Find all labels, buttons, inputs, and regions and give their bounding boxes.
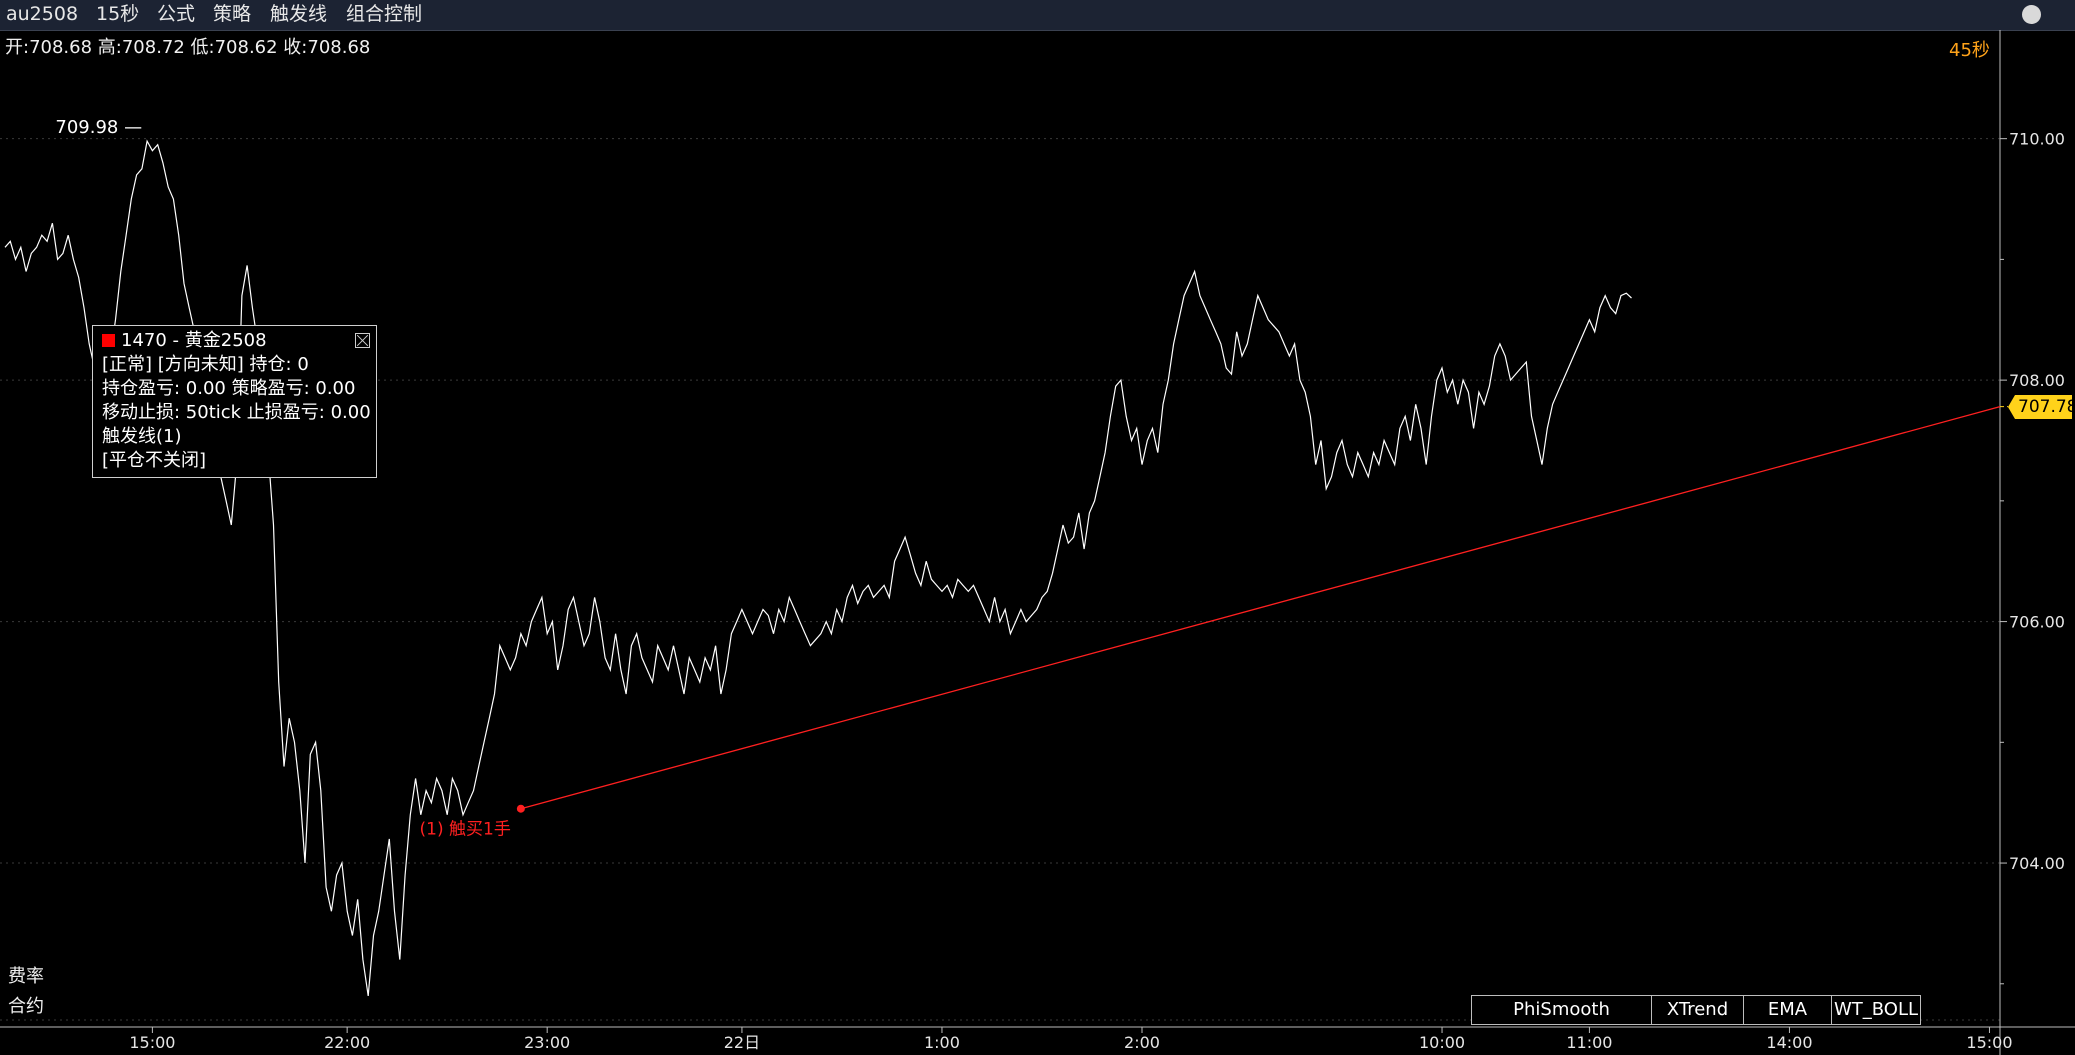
period-label: 45秒 xyxy=(1949,40,1990,61)
info-panel-line: [正常] [方向未知] 持仓: 0 xyxy=(102,354,309,375)
indicator-tab-wt-boll[interactable]: WT_BOLL xyxy=(1833,999,1919,1020)
y-tick-label: 706.00 xyxy=(2009,613,2065,632)
menu-item-formula[interactable]: 公式 xyxy=(157,3,196,25)
indicator-tab-ema[interactable]: EMA xyxy=(1744,996,1832,1024)
x-tick-label: 10:00 xyxy=(1419,1033,1465,1052)
fee-label[interactable]: 费率 xyxy=(8,966,44,987)
price-line-layer xyxy=(4,139,1632,996)
x-tick-label: 11:00 xyxy=(1566,1033,1612,1052)
ohlc-readout: 开:708.68 高:708.72 低:708.62 收:708.68 xyxy=(5,37,371,58)
info-panel-line: 移动止损: 50tick 止损盈亏: 0.00 xyxy=(102,402,371,423)
menu-item-period[interactable]: 15秒 xyxy=(96,3,140,25)
indicator-tab-phismooth[interactable]: PhiSmooth xyxy=(1472,996,1652,1024)
y-tick-label: 704.00 xyxy=(2009,854,2065,873)
chart-grid xyxy=(0,138,2000,1021)
contract-label[interactable]: 合约 xyxy=(8,996,44,1017)
menu-item-strategy[interactable]: 策略 xyxy=(213,3,252,25)
x-tick-label: 22:00 xyxy=(324,1033,370,1052)
trigger-line xyxy=(520,406,2001,810)
strategy-info-panel[interactable]: 1470 - 黄金2508 [正常] [方向未知] 持仓: 0 持仓盈亏: 0.… xyxy=(92,325,377,478)
chart-label-layer: 709.98 — (1) 触买1手 xyxy=(55,117,510,840)
high-price-marker: 709.98 — xyxy=(55,117,142,138)
x-tick-label: 23:00 xyxy=(524,1033,570,1052)
x-tick-label: 15:00 xyxy=(129,1033,175,1052)
info-panel-line: 触发线(1) xyxy=(102,426,182,447)
x-tick-label: 2:00 xyxy=(1124,1033,1160,1052)
price-series-line xyxy=(4,139,1632,996)
x-tick-label: 14:00 xyxy=(1766,1033,1812,1052)
y-tick-label: 708.00 xyxy=(2009,371,2065,390)
chart-axes: 704.00 706.00 708.00 710.00 15:00 22:00 23:00 2… xyxy=(0,30,2075,1055)
menu-bar: au2508 15秒 公式 策略 触发线 组合控制 xyxy=(0,0,2075,31)
info-panel-title-row: 1470 - 黄金2508 xyxy=(102,329,376,353)
current-price-label: 707.78 xyxy=(2018,396,2075,417)
info-panel-line: [平仓不关闭] xyxy=(102,450,207,471)
info-panel-line: 持仓盈亏: 0.00 策略盈亏: 0.00 xyxy=(102,378,356,399)
indicator-tab-xtrend[interactable]: XTrend xyxy=(1652,996,1744,1024)
x-tick-label: 15:00 xyxy=(1966,1033,2012,1052)
price-tag-arrow-icon xyxy=(2008,394,2072,419)
menu-item-contract[interactable]: au2508 xyxy=(6,3,79,25)
menu-item-combo-control[interactable]: 组合控制 xyxy=(346,3,423,25)
window-circle-button[interactable] xyxy=(2022,5,2041,24)
menu-item-trigger-line[interactable]: 触发线 xyxy=(270,3,328,25)
x-tick-label: 22日 xyxy=(724,1033,760,1052)
y-tick-label: 710.00 xyxy=(2009,130,2065,149)
trigger-point xyxy=(516,804,525,813)
trigger-line-layer xyxy=(516,406,2008,813)
close-icon[interactable] xyxy=(355,333,370,348)
current-price-tag: 707.78 xyxy=(2008,394,2075,419)
trigger-label: (1) 触买1手 xyxy=(420,820,511,840)
indicator-tab-bar: PhiSmooth XTrend EMA WT_BOLL xyxy=(1471,995,1921,1025)
strategy-status-square-icon xyxy=(102,334,115,347)
info-panel-title: 1470 - 黄金2508 xyxy=(121,330,267,351)
x-tick-label: 1:00 xyxy=(924,1033,960,1052)
